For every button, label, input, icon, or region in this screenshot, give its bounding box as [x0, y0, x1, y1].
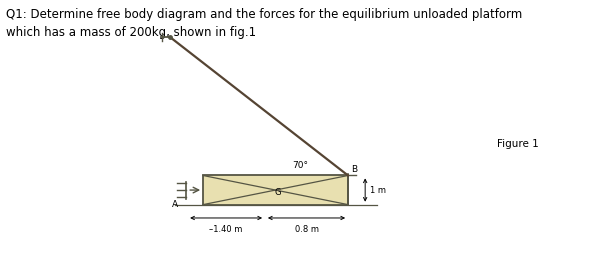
Text: Figure 1: Figure 1 — [497, 139, 539, 149]
Text: A: A — [172, 200, 178, 209]
Text: Q1: Determine free body diagram and the forces for the equilibrium unloaded plat: Q1: Determine free body diagram and the … — [6, 8, 522, 39]
Text: 1 m: 1 m — [370, 186, 386, 194]
Text: –1.40 m: –1.40 m — [210, 225, 243, 234]
Text: 70°: 70° — [293, 161, 308, 170]
Text: 0.8 m: 0.8 m — [295, 225, 319, 234]
Text: B: B — [351, 165, 358, 174]
Bar — [203, 175, 348, 205]
Text: G: G — [275, 188, 281, 197]
